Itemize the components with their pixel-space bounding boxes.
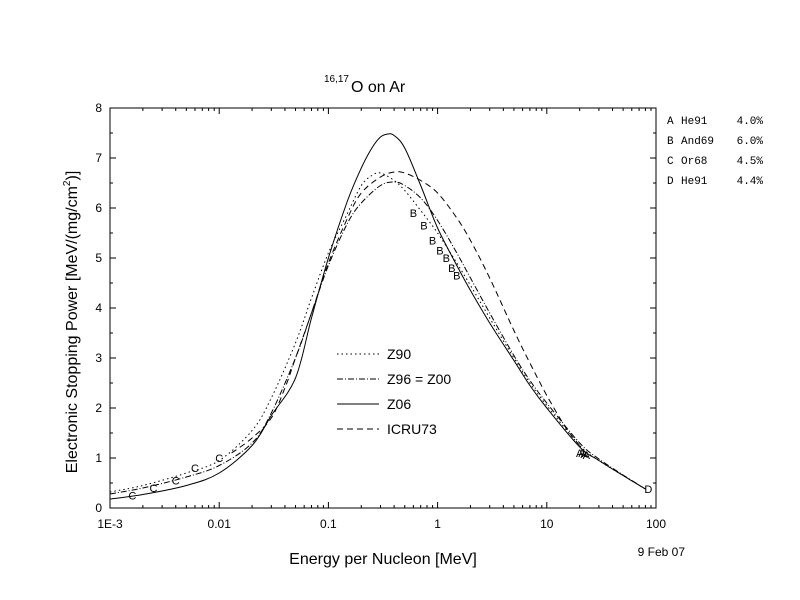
data-point-a: A xyxy=(578,448,586,460)
data-point-a: A xyxy=(581,449,589,461)
plot-frame xyxy=(109,107,657,509)
data-point-b: B xyxy=(453,271,460,283)
data-point-b: B xyxy=(443,253,450,265)
y-tick-label: 2 xyxy=(95,401,102,415)
reference-error: 4.0% xyxy=(737,116,764,128)
data-point-d: D xyxy=(644,484,652,496)
y-tick-label: 4 xyxy=(95,301,102,315)
reference-error: 4.4% xyxy=(737,176,764,188)
x-tick-label: 0.1 xyxy=(320,517,337,531)
legend-label-z96-z00: Z96 = Z00 xyxy=(387,371,451,387)
x-tick-label: 100 xyxy=(646,517,666,531)
data-point-b: B xyxy=(429,236,436,248)
data-point-b: B xyxy=(436,246,443,258)
reference-source: He91 xyxy=(681,176,708,188)
y-tick-label: 0 xyxy=(95,501,102,515)
date-stamp: 9 Feb 07 xyxy=(638,545,686,559)
data-point-c: C xyxy=(128,491,136,503)
legend-label-icru73: ICRU73 xyxy=(387,421,437,437)
data-point-c: C xyxy=(172,476,180,488)
y-tick-label: 6 xyxy=(95,201,102,215)
x-tick-label: 1 xyxy=(434,517,441,531)
chart-title-superscript: 16,17 xyxy=(324,74,349,85)
series-line-z96-z00 xyxy=(109,181,646,495)
data-point-c: C xyxy=(149,483,157,495)
data-point-b: B xyxy=(410,208,417,220)
x-tick-label: 1E-3 xyxy=(97,517,123,531)
y-tick-label: 8 xyxy=(95,101,102,115)
reference-letter: A xyxy=(667,116,674,128)
y-tick-label: 3 xyxy=(95,351,102,365)
reference-source: And69 xyxy=(681,136,714,148)
legend-label-z90: Z90 xyxy=(387,346,411,362)
data-point-c: C xyxy=(191,463,199,475)
y-tick-label: 7 xyxy=(95,151,102,165)
data-point-a: A xyxy=(576,448,584,460)
data-point-b: B xyxy=(448,263,455,275)
curves xyxy=(109,133,646,500)
axes: 1E-3 0.01 0.1 1 10 100 0 1 2 3 4 5 6 7 8 xyxy=(95,101,666,531)
x-axis-label: Energy per Nucleon [MeV] xyxy=(289,551,477,568)
data-point-c: C xyxy=(215,453,223,465)
series-line-z90 xyxy=(109,172,646,493)
reference-letter: D xyxy=(667,176,674,188)
series-line-z06 xyxy=(109,133,646,500)
data-point-b: B xyxy=(420,221,427,233)
reference-source: He91 xyxy=(681,116,708,128)
y-axis-label-sup: 2 xyxy=(62,180,73,186)
y-axis-label: Electronic Stopping Power [MeV/(mg/cm2)] xyxy=(62,171,81,474)
reference-error: 6.0% xyxy=(737,136,764,148)
reference-letter: B xyxy=(667,136,674,148)
reference-source: Or68 xyxy=(681,156,707,168)
reference-letter: C xyxy=(667,156,674,168)
legend-label-z06: Z06 xyxy=(387,396,411,412)
x-tick-label: 10 xyxy=(540,517,554,531)
y-tick-label: 1 xyxy=(95,451,102,465)
x-tick-label: 0.01 xyxy=(208,517,232,531)
data-point-a: A xyxy=(583,450,591,462)
reference-error: 4.5% xyxy=(737,156,764,168)
series-line-icru73 xyxy=(231,171,581,454)
reference-table: A He91 4.0% B And69 6.0% C Or68 4.5% D He91 4.4% xyxy=(667,116,763,188)
y-axis-label-main: Electronic Stopping Power [MeV/(mg/cm xyxy=(64,186,81,473)
chart-title: O on Ar xyxy=(351,79,406,96)
legend: Z90 Z96 = Z00 Z06 ICRU73 xyxy=(337,346,451,437)
y-tick-label: 5 xyxy=(95,251,102,265)
y-axis-label-end: )] xyxy=(64,171,81,181)
